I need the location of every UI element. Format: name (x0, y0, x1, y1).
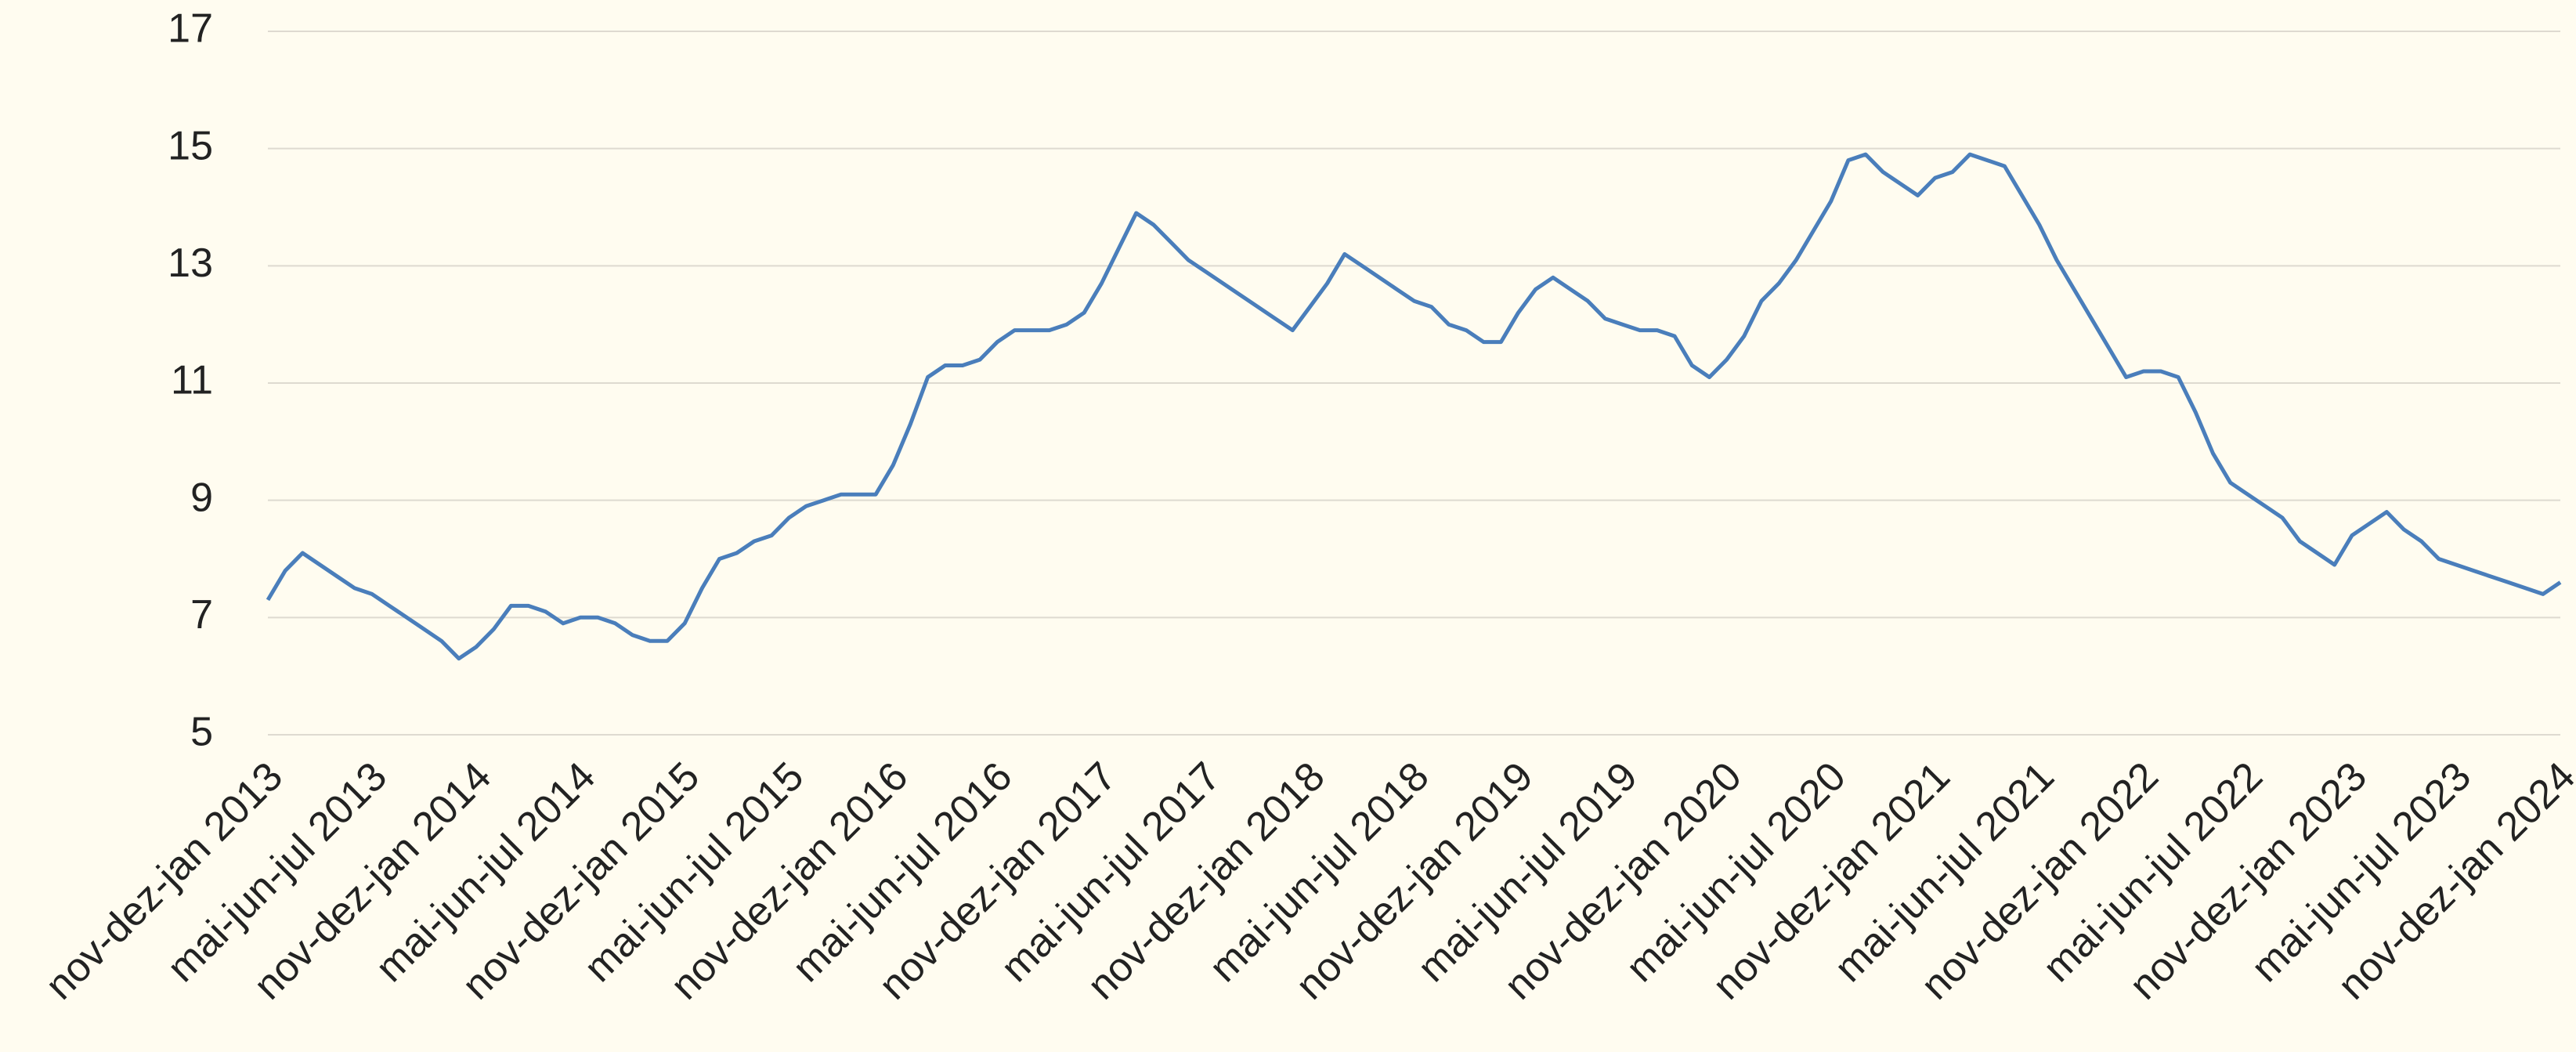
y-tick-label: 9 (190, 475, 213, 520)
y-tick-label: 15 (168, 123, 213, 168)
data-line (266, 152, 2562, 661)
y-tick-label: 17 (168, 6, 213, 52)
y-tick-label: 11 (171, 358, 213, 403)
y-tick-label: 5 (190, 710, 213, 755)
y-tick-label: 7 (190, 592, 213, 638)
y-tick-label: 13 (168, 240, 213, 286)
